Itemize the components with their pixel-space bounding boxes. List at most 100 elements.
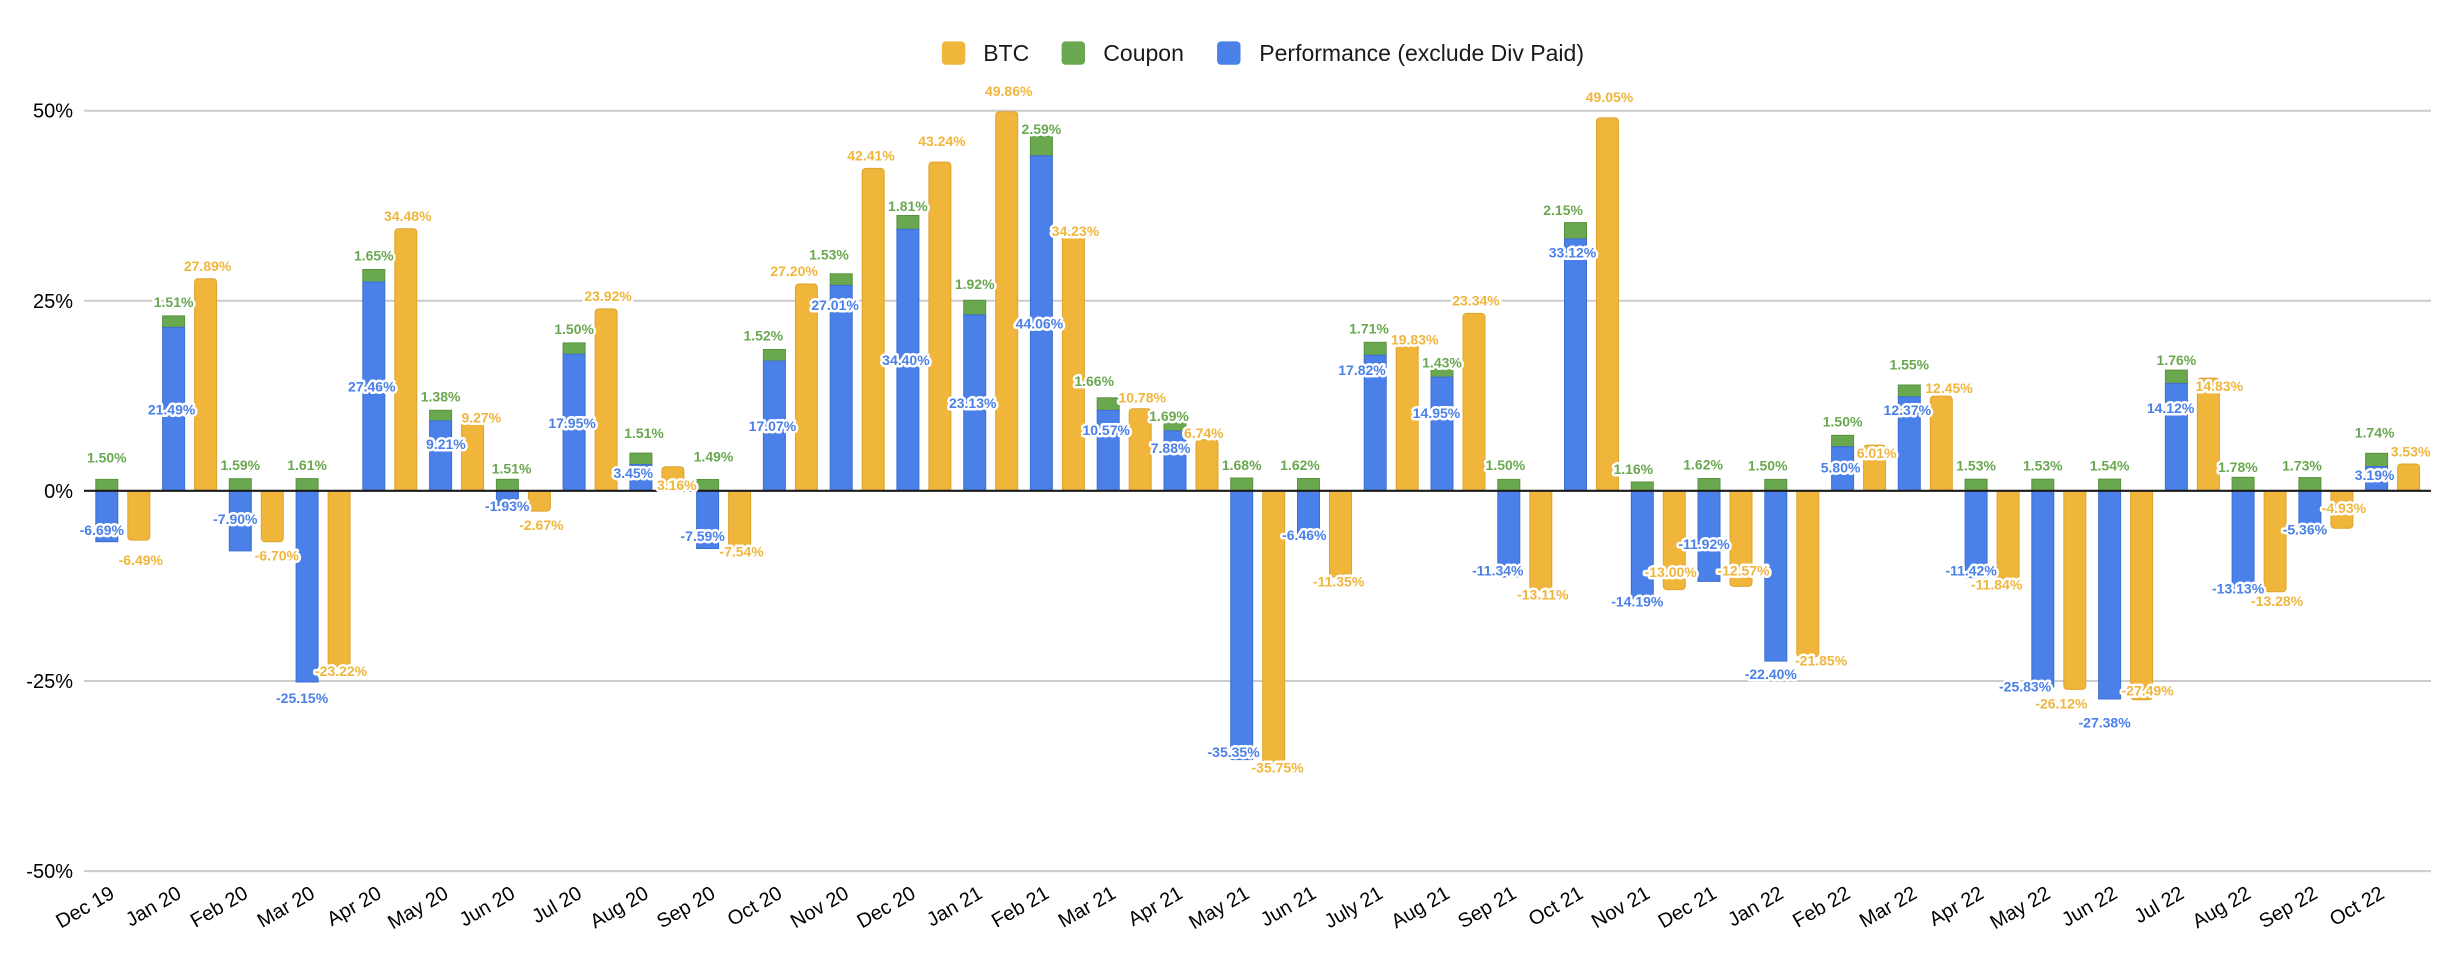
svg-text:3.19%: 3.19% <box>2355 467 2395 483</box>
svg-text:3.53%: 3.53% <box>2391 444 2431 460</box>
svg-text:1.68%: 1.68% <box>1222 457 1262 473</box>
svg-text:33.12%: 33.12% <box>1549 244 1597 260</box>
svg-text:27.01%: 27.01% <box>811 297 859 313</box>
svg-text:-13.00%: -13.00% <box>1645 564 1698 580</box>
svg-text:1.76%: 1.76% <box>2157 352 2197 368</box>
svg-text:19.83%: 19.83% <box>1391 332 1439 348</box>
svg-text:2.15%: 2.15% <box>1543 202 1583 218</box>
svg-text:3.45%: 3.45% <box>613 465 653 481</box>
svg-text:23.13%: 23.13% <box>949 395 997 411</box>
svg-text:1.50%: 1.50% <box>1748 458 1788 474</box>
svg-text:21.49%: 21.49% <box>148 401 196 417</box>
svg-text:2.59%: 2.59% <box>1022 121 1062 137</box>
svg-text:-12.57%: -12.57% <box>1717 563 1770 579</box>
svg-text:-6.69%: -6.69% <box>80 522 125 538</box>
svg-text:-13.13%: -13.13% <box>2212 580 2265 596</box>
svg-text:17.82%: 17.82% <box>1338 362 1386 378</box>
svg-text:1.71%: 1.71% <box>1349 321 1389 337</box>
svg-text:-4.93%: -4.93% <box>2322 500 2367 516</box>
svg-text:9.27%: 9.27% <box>461 410 501 426</box>
svg-text:-35.75%: -35.75% <box>1252 760 1305 776</box>
svg-text:1.51%: 1.51% <box>624 425 664 441</box>
svg-text:12.37%: 12.37% <box>1884 402 1932 418</box>
svg-text:-25.83%: -25.83% <box>1999 678 2052 694</box>
svg-text:1.38%: 1.38% <box>421 389 461 405</box>
svg-text:1.52%: 1.52% <box>743 328 783 344</box>
svg-text:-6.70%: -6.70% <box>255 548 300 564</box>
svg-text:1.81%: 1.81% <box>888 198 928 214</box>
svg-text:1.55%: 1.55% <box>1889 357 1929 373</box>
svg-text:50%: 50% <box>33 101 73 123</box>
svg-text:1.74%: 1.74% <box>2355 424 2395 440</box>
svg-text:-26.12%: -26.12% <box>2035 696 2088 712</box>
svg-text:6.01%: 6.01% <box>1857 445 1897 461</box>
svg-text:-1.93%: -1.93% <box>485 498 530 514</box>
svg-text:23.34%: 23.34% <box>1452 293 1500 309</box>
svg-text:44.06%: 44.06% <box>1016 316 1064 332</box>
svg-text:1.49%: 1.49% <box>694 449 734 465</box>
svg-text:7.88%: 7.88% <box>1151 440 1191 456</box>
svg-text:10.78%: 10.78% <box>1118 390 1166 406</box>
svg-text:14.95%: 14.95% <box>1413 405 1461 421</box>
svg-text:34.48%: 34.48% <box>384 208 432 224</box>
svg-text:1.78%: 1.78% <box>2218 459 2258 475</box>
svg-text:-11.34%: -11.34% <box>1472 562 1524 578</box>
svg-text:-27.38%: -27.38% <box>2079 714 2132 730</box>
svg-text:-27.49%: -27.49% <box>2122 683 2175 699</box>
svg-text:-6.46%: -6.46% <box>1282 527 1327 543</box>
svg-text:1.73%: 1.73% <box>2282 458 2322 474</box>
svg-text:-11.42%: -11.42% <box>1945 563 1997 579</box>
svg-text:-35.35%: -35.35% <box>1208 744 1261 760</box>
svg-text:1.50%: 1.50% <box>554 321 594 337</box>
svg-text:1.50%: 1.50% <box>1486 457 1526 473</box>
svg-text:34.40%: 34.40% <box>882 352 930 368</box>
svg-text:17.07%: 17.07% <box>749 418 797 434</box>
svg-text:-7.54%: -7.54% <box>719 544 764 560</box>
svg-text:1.51%: 1.51% <box>492 461 532 477</box>
svg-text:43.24%: 43.24% <box>918 133 966 149</box>
svg-text:25%: 25% <box>33 291 73 313</box>
svg-text:49.05%: 49.05% <box>1586 89 1634 105</box>
svg-text:1.50%: 1.50% <box>87 450 127 466</box>
svg-text:-21.85%: -21.85% <box>1795 652 1848 668</box>
svg-text:3.16%: 3.16% <box>657 477 697 493</box>
svg-text:1.62%: 1.62% <box>1280 457 1320 473</box>
svg-text:5.80%: 5.80% <box>1821 460 1861 476</box>
svg-text:9.21%: 9.21% <box>426 436 466 452</box>
svg-text:1.51%: 1.51% <box>154 294 194 310</box>
svg-text:27.20%: 27.20% <box>770 263 818 279</box>
svg-text:-5.36%: -5.36% <box>2283 522 2328 538</box>
svg-text:1.43%: 1.43% <box>1422 355 1462 371</box>
svg-text:-23.22%: -23.22% <box>315 663 368 679</box>
svg-text:1.50%: 1.50% <box>1823 414 1863 430</box>
svg-text:-50%: -50% <box>26 861 73 883</box>
svg-text:1.62%: 1.62% <box>1683 457 1723 473</box>
svg-text:6.74%: 6.74% <box>1184 425 1224 441</box>
svg-text:14.83%: 14.83% <box>2196 378 2244 394</box>
svg-text:27.46%: 27.46% <box>348 379 396 395</box>
svg-text:1.69%: 1.69% <box>1149 408 1189 424</box>
svg-text:-13.28%: -13.28% <box>2251 593 2304 609</box>
svg-text:-11.84%: -11.84% <box>1971 576 2023 592</box>
svg-text:-25%: -25% <box>26 671 73 693</box>
svg-text:1.53%: 1.53% <box>809 247 849 263</box>
svg-text:1.61%: 1.61% <box>287 457 327 473</box>
svg-text:-7.59%: -7.59% <box>680 528 725 544</box>
svg-text:14.12%: 14.12% <box>2147 400 2195 416</box>
svg-text:23.92%: 23.92% <box>584 288 632 304</box>
svg-text:BTC: BTC <box>983 40 1029 66</box>
svg-text:-7.90%: -7.90% <box>213 511 258 527</box>
svg-text:-11.35%: -11.35% <box>1313 574 1365 590</box>
svg-text:1.66%: 1.66% <box>1074 373 1114 389</box>
svg-text:34.23%: 34.23% <box>1052 223 1100 239</box>
svg-text:42.41%: 42.41% <box>847 148 895 164</box>
svg-text:-2.67%: -2.67% <box>519 517 564 533</box>
svg-text:-14.19%: -14.19% <box>1611 593 1664 609</box>
svg-text:1.59%: 1.59% <box>220 457 260 473</box>
svg-text:12.45%: 12.45% <box>1925 380 1973 396</box>
svg-text:1.53%: 1.53% <box>2023 457 2063 473</box>
svg-text:1.54%: 1.54% <box>2090 457 2130 473</box>
svg-text:0%: 0% <box>44 481 73 503</box>
svg-text:27.89%: 27.89% <box>184 258 232 274</box>
svg-text:10.57%: 10.57% <box>1082 422 1130 438</box>
